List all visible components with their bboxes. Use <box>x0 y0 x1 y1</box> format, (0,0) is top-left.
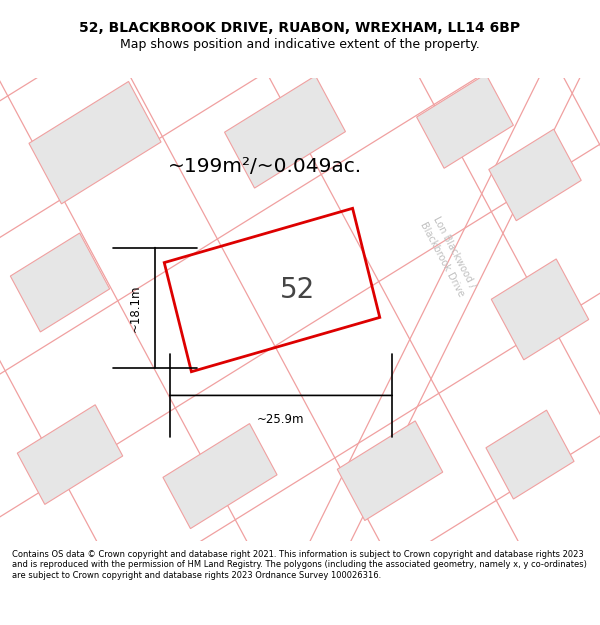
Text: ~199m²/~0.049ac.: ~199m²/~0.049ac. <box>168 157 362 176</box>
Polygon shape <box>416 74 514 168</box>
Polygon shape <box>486 410 574 499</box>
Polygon shape <box>29 81 161 204</box>
Text: ~18.1m: ~18.1m <box>128 284 142 331</box>
Polygon shape <box>491 259 589 360</box>
Polygon shape <box>337 421 443 521</box>
Text: ~25.9m: ~25.9m <box>257 412 305 426</box>
Text: Map shows position and indicative extent of the property.: Map shows position and indicative extent… <box>120 38 480 51</box>
Text: 52, BLACKBROOK DRIVE, RUABON, WREXHAM, LL14 6BP: 52, BLACKBROOK DRIVE, RUABON, WREXHAM, L… <box>79 21 521 35</box>
Polygon shape <box>194 0 600 625</box>
Polygon shape <box>489 129 581 221</box>
Text: Contains OS data © Crown copyright and database right 2021. This information is : Contains OS data © Crown copyright and d… <box>12 550 587 580</box>
Polygon shape <box>224 76 346 188</box>
Polygon shape <box>17 405 123 504</box>
Polygon shape <box>163 424 277 529</box>
Text: Lon Blackwood /
Blackbrook Drive: Lon Blackwood / Blackbrook Drive <box>418 213 478 298</box>
Polygon shape <box>10 233 110 332</box>
Text: 52: 52 <box>280 276 314 304</box>
